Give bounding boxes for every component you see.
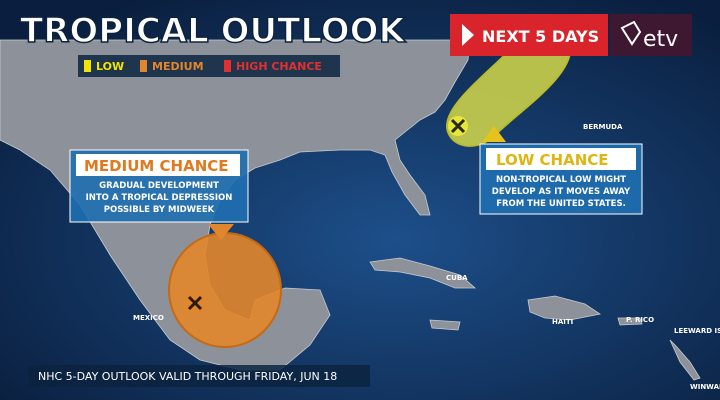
place-label: LEEWARD IS.: [674, 327, 720, 335]
callout-title: LOW CHANCE: [496, 151, 609, 169]
place-label: WINWAR: [690, 383, 720, 391]
title: TROPICAL OUTLOOK: [20, 11, 407, 51]
callout-text: NON-TROPICAL LOW MIGHT: [496, 175, 626, 185]
badge-text: NEXT 5 DAYS: [482, 27, 599, 46]
land: [0, 39, 701, 381]
callout-title: MEDIUM CHANCE: [84, 157, 229, 175]
legend-swatch: [224, 60, 231, 72]
place-label: CUBA: [446, 274, 468, 282]
footer-bar: [28, 365, 370, 387]
place-label: MEXICO: [133, 314, 164, 322]
place-label: P. RICO: [626, 316, 654, 324]
legend-swatch: [84, 60, 91, 72]
legend-label: HIGH CHANCE: [236, 60, 322, 73]
place-label: HAITI: [552, 318, 573, 326]
callout-text: GRADUAL DEVELOPMENT: [99, 181, 219, 191]
callout-text: INTO A TROPICAL DEPRESSION: [86, 193, 233, 203]
medium-callout: MEDIUM CHANCE GRADUAL DEVELOPMENT INTO A…: [69, 149, 249, 240]
legend-swatch: [140, 60, 147, 72]
legend-label: MEDIUM: [152, 60, 204, 73]
logo-text: etv: [643, 27, 678, 52]
low-x-marker: [448, 116, 468, 136]
legend-label: LOW: [96, 60, 124, 73]
logo-box: [610, 14, 692, 56]
callout-text: FROM THE UNITED STATES.: [496, 199, 626, 209]
callout-text: POSSIBLE BY MIDWEEK: [104, 205, 215, 215]
place-label: BERMUDA: [583, 123, 623, 131]
medium-chance-area: [168, 232, 282, 348]
footer-text: NHC 5-DAY OUTLOOK VALID THROUGH FRIDAY, …: [38, 370, 337, 383]
medium-x-marker: [185, 293, 205, 313]
badge: [450, 14, 608, 56]
badge-arrow: [462, 24, 474, 46]
low-callout: LOW CHANCE NON-TROPICAL LOW MIGHT DEVELO…: [479, 126, 643, 215]
callout-text: DEVELOP AS IT MOVES AWAY: [492, 187, 631, 197]
logo-icon: [620, 20, 642, 46]
